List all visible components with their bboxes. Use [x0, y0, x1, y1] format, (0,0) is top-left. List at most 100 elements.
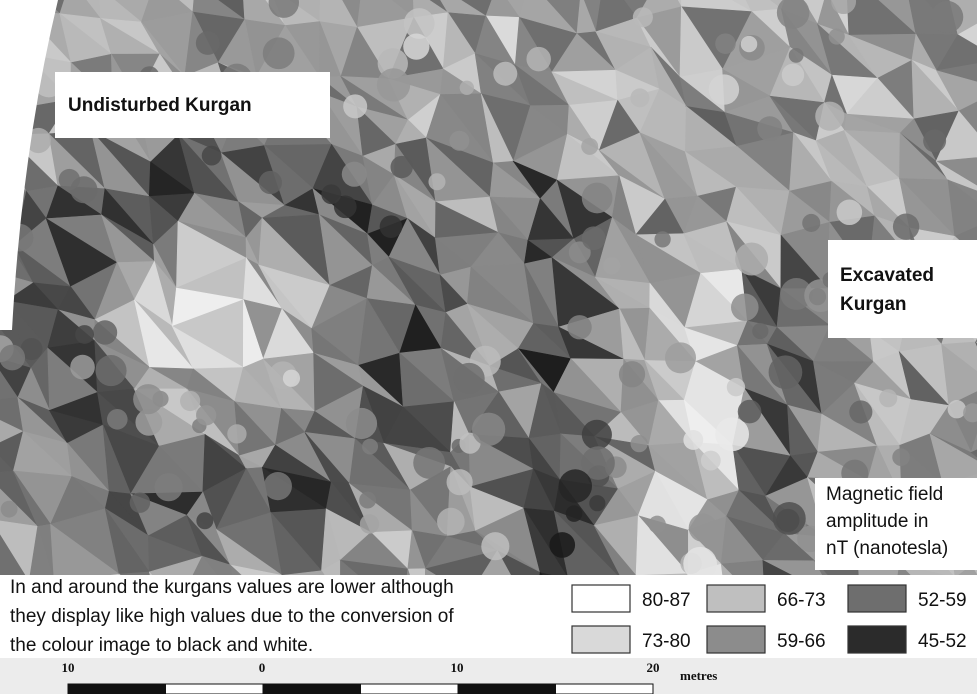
map-blob: [130, 492, 151, 513]
legend-swatch: [572, 585, 630, 612]
caption: they display like high values due to the…: [10, 606, 454, 627]
map-blob: [437, 508, 465, 536]
legend-swatch: [707, 585, 765, 612]
map-blob: [735, 243, 768, 276]
caption: the colour image to black and white.: [10, 635, 313, 656]
map-blob: [689, 514, 717, 542]
map-facet: [533, 573, 574, 616]
legend-title: nT (nanotesla): [826, 538, 948, 559]
legend-label: 45-52: [918, 631, 967, 652]
map-blob: [59, 169, 80, 190]
map-blob: [892, 448, 910, 466]
map-blob: [582, 226, 606, 250]
survey-map-figure: Undisturbed Kurgan Excavated Kurgan Magn…: [0, 0, 977, 694]
map-blob: [362, 439, 378, 455]
map-blob: [648, 516, 665, 533]
map-blob: [633, 7, 653, 27]
map-blob: [380, 215, 403, 238]
map-blob: [360, 514, 379, 533]
map-blob: [879, 389, 897, 407]
map-blob: [264, 472, 292, 500]
map-blob: [453, 363, 484, 394]
map-blob: [321, 184, 341, 204]
map-blob: [460, 81, 474, 95]
map-blob: [196, 31, 220, 55]
map-blob: [731, 293, 759, 321]
map-label: Undisturbed Kurgan: [68, 95, 252, 116]
map-blob: [359, 492, 376, 509]
scale-segment: [263, 684, 361, 694]
map-blob: [589, 495, 605, 511]
map-blob: [227, 424, 246, 443]
scale-segment: [166, 684, 264, 694]
map-blob: [447, 469, 473, 495]
scale-segment: [556, 684, 654, 694]
legend-swatch: [848, 585, 906, 612]
scale-label: 20: [647, 660, 660, 675]
map-blob: [343, 94, 367, 118]
map-blob: [741, 36, 757, 52]
scale-label: 10: [451, 660, 464, 675]
map-blob: [567, 315, 591, 339]
map-blob: [727, 378, 745, 396]
map-label: Kurgan: [840, 294, 907, 315]
map-blob: [75, 325, 94, 344]
map-blob: [829, 28, 845, 44]
map-blob: [630, 435, 647, 452]
map-blob: [481, 532, 509, 560]
map-blob: [948, 400, 966, 418]
legend-label: 80-87: [642, 590, 691, 611]
map-blob: [566, 505, 583, 522]
map-blob: [752, 323, 768, 339]
map-blob: [665, 342, 696, 373]
map-blob: [93, 320, 117, 344]
map-blob: [757, 116, 782, 141]
map-blob: [654, 231, 670, 247]
map-blob: [263, 37, 295, 69]
map-blob: [413, 447, 445, 479]
map-blob: [923, 129, 946, 152]
map-blob: [107, 409, 128, 430]
map-blob: [738, 400, 762, 424]
map-blob: [773, 502, 806, 535]
legend: 80-87 73-80 66-73 59-66 52-59 45-52: [572, 585, 967, 653]
legend-title: amplitude in: [826, 511, 928, 532]
legend-label: 59-66: [777, 631, 826, 652]
legend-label: 73-80: [642, 631, 691, 652]
map-blob: [133, 384, 163, 414]
scale-segment: [68, 684, 166, 694]
map-blob: [403, 33, 429, 59]
map-label: Excavated: [840, 265, 934, 286]
map-blob: [815, 102, 844, 131]
map-blob: [493, 62, 517, 86]
map-blob: [802, 214, 820, 232]
scale-label: 10: [62, 660, 75, 675]
map-blob: [849, 400, 872, 423]
map-blob: [95, 355, 126, 386]
map-blob: [683, 547, 717, 581]
map-blob: [428, 173, 445, 190]
map-blob: [1, 501, 18, 518]
legend-label: 66-73: [777, 590, 826, 611]
map-blob: [630, 88, 649, 107]
map-blob: [283, 370, 300, 387]
map-blob: [180, 391, 200, 411]
map-blob: [526, 47, 550, 71]
caption: In and around the kurgans values are low…: [10, 577, 454, 598]
legend-label: 52-59: [918, 590, 967, 611]
map-blob: [582, 183, 613, 214]
scale-segment: [361, 684, 459, 694]
legend-swatch: [572, 626, 630, 653]
map-blob: [202, 146, 222, 166]
map-blob: [782, 64, 804, 86]
map-blob: [377, 68, 410, 101]
map-blob: [0, 345, 25, 371]
map-blob: [809, 288, 826, 305]
map-blob: [342, 162, 367, 187]
map-blob: [155, 473, 183, 501]
map-facet: [540, 573, 573, 612]
map-blob: [715, 417, 749, 451]
scale-label: 0: [259, 660, 266, 675]
map-blob: [449, 131, 469, 151]
map-blob: [390, 156, 412, 178]
